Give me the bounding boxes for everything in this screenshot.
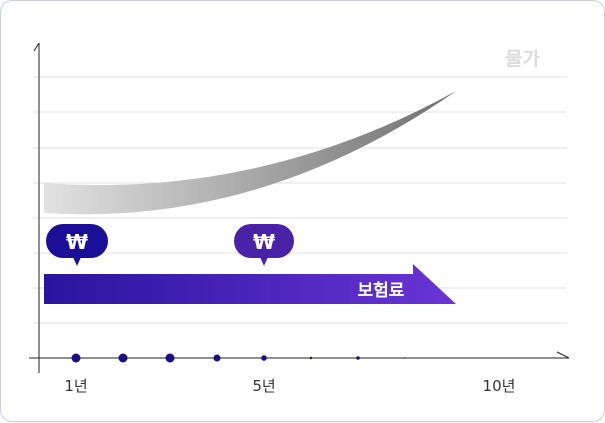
x-label-1: 1년 bbox=[64, 377, 87, 395]
year-dots bbox=[71, 353, 406, 363]
premium-label: 보험료 bbox=[358, 280, 405, 301]
won-icon: ₩ bbox=[253, 230, 275, 254]
x-label-5: 5년 bbox=[252, 377, 275, 395]
price-label: 물가 bbox=[505, 48, 540, 70]
premium-arrow: 보험료 bbox=[44, 264, 456, 304]
won-badge-1: ₩ bbox=[46, 224, 108, 266]
x-label-10: 10년 bbox=[483, 377, 516, 395]
won-badge-2: ₩ bbox=[234, 224, 294, 266]
won-icon: ₩ bbox=[66, 230, 88, 254]
price-curve bbox=[44, 91, 456, 215]
